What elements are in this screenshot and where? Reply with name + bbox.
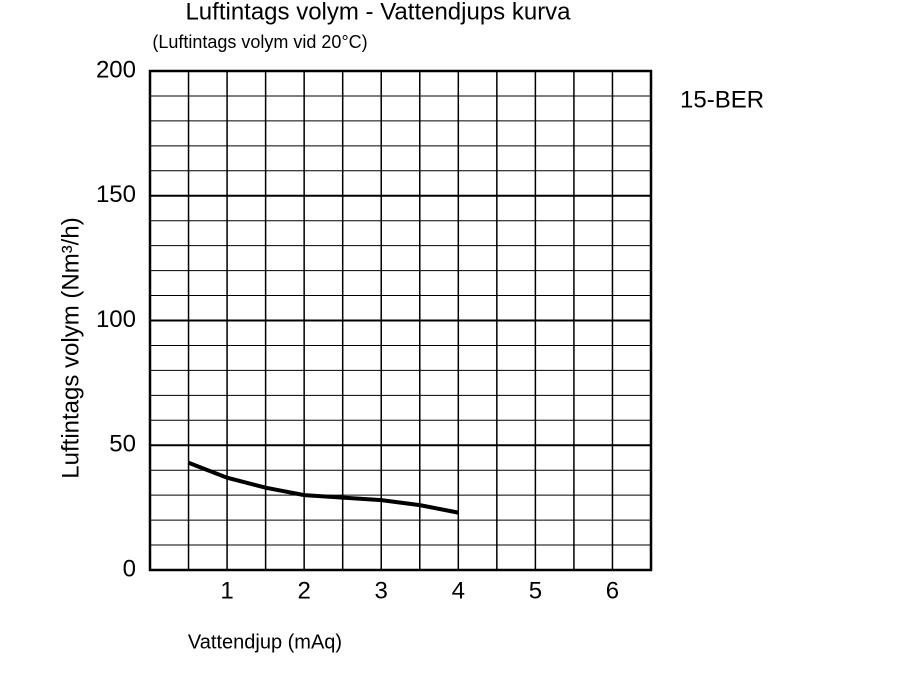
data-line: [187, 460, 459, 515]
y-tick-label: 0: [123, 555, 136, 582]
y-tick-label: 50: [109, 431, 136, 458]
chart-subtitle: (Luftintags volym vid 20°C): [152, 32, 367, 52]
x-tick-label: 2: [297, 577, 310, 604]
y-tick-label: 200: [96, 56, 136, 83]
y-tick-label: 100: [96, 306, 136, 333]
x-tick-label: 6: [606, 577, 619, 604]
x-axis-label: Vattendjup (mAq): [188, 631, 342, 653]
x-tick-label: 4: [452, 577, 465, 604]
x-tick-label: 1: [220, 577, 233, 604]
y-tick-label: 150: [96, 181, 136, 208]
annotation: 15-BER: [680, 86, 764, 113]
y-axis-label: Luftintags volym (Nm³/h): [57, 217, 84, 478]
x-tick-label: 3: [375, 577, 388, 604]
x-tick-label: 5: [529, 577, 542, 604]
chart-title: Luftintags volym - Vattendjups kurva: [185, 0, 571, 25]
